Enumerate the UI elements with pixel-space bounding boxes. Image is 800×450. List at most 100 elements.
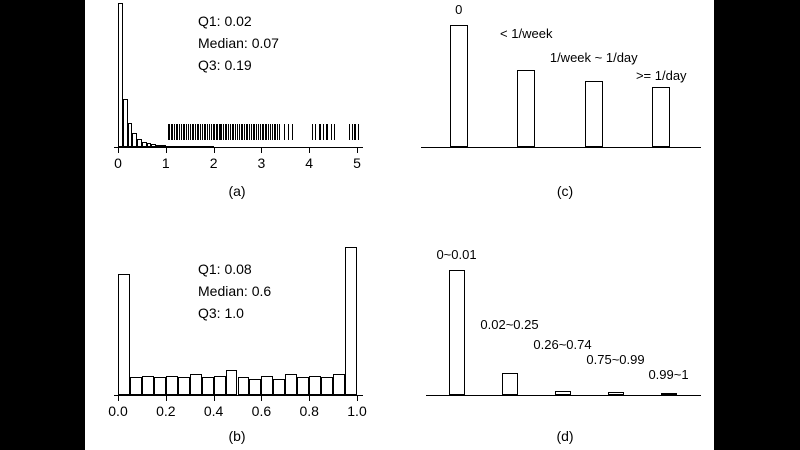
rug-tick bbox=[180, 124, 182, 140]
right-letterbox bbox=[714, 0, 800, 450]
histogram-bin bbox=[118, 3, 123, 147]
rug-tick bbox=[241, 124, 243, 140]
rug-tick bbox=[216, 124, 218, 140]
histogram-bin bbox=[175, 146, 181, 148]
histogram-bin bbox=[170, 145, 176, 148]
rug-tick bbox=[318, 124, 320, 140]
x-axis-tick bbox=[261, 396, 263, 401]
histogram-bin bbox=[146, 143, 152, 147]
bar bbox=[554, 390, 571, 395]
histogram-bin bbox=[184, 146, 190, 148]
histogram-bin bbox=[333, 374, 346, 395]
x-axis-tick bbox=[213, 396, 215, 401]
x-axis-line bbox=[421, 147, 701, 148]
rug-tick bbox=[183, 124, 185, 140]
rug-tick bbox=[287, 124, 289, 140]
rug-tick bbox=[357, 124, 359, 140]
rug-tick bbox=[291, 124, 293, 140]
rug-tick bbox=[220, 124, 222, 140]
bar-category-label: 0.75~0.99 bbox=[586, 351, 645, 367]
x-axis-tick-label: 0.6 bbox=[251, 403, 272, 419]
rug-tick bbox=[230, 124, 232, 140]
bar bbox=[660, 393, 677, 396]
rug-tick bbox=[197, 124, 199, 140]
rug-tick bbox=[208, 124, 210, 140]
rug-tick bbox=[223, 124, 225, 140]
x-axis-line bbox=[114, 395, 363, 396]
rug-tick bbox=[334, 124, 336, 140]
x-axis-tick bbox=[213, 148, 215, 153]
rug-tick bbox=[232, 124, 234, 140]
histogram-bin bbox=[165, 145, 171, 148]
bar-category-label: >= 1/day bbox=[635, 67, 687, 83]
rug-tick bbox=[311, 124, 313, 140]
histogram-bin bbox=[189, 146, 195, 148]
rug-tick bbox=[206, 124, 208, 140]
histogram-bin bbox=[249, 378, 262, 395]
rug-tick bbox=[183, 124, 185, 140]
histogram-bin bbox=[225, 369, 238, 395]
rug-tick bbox=[257, 124, 259, 140]
histogram-bin bbox=[208, 146, 214, 148]
rug-tick bbox=[202, 124, 204, 140]
rug-tick bbox=[229, 124, 231, 140]
rug-tick bbox=[171, 124, 173, 140]
histogram-bin bbox=[199, 146, 205, 148]
left-letterbox bbox=[0, 0, 85, 450]
histogram-bin bbox=[273, 378, 286, 395]
x-axis-tick-label: 5 bbox=[353, 155, 361, 171]
rug-tick bbox=[204, 124, 206, 140]
rug-tick bbox=[258, 124, 260, 140]
rug-tick bbox=[232, 124, 234, 140]
rug-tick bbox=[215, 124, 217, 140]
x-axis-tick-label: 0.4 bbox=[203, 403, 224, 419]
rug-tick bbox=[204, 124, 206, 140]
bar bbox=[652, 87, 671, 147]
rug-tick bbox=[253, 124, 255, 140]
x-axis-tick bbox=[165, 148, 167, 153]
rug-tick bbox=[167, 124, 169, 140]
rug-tick bbox=[187, 124, 189, 140]
x-axis-tick bbox=[309, 148, 311, 153]
rug-tick bbox=[194, 124, 196, 140]
histogram-bin bbox=[141, 375, 154, 395]
rug-tick bbox=[278, 124, 280, 140]
x-axis-line bbox=[426, 395, 701, 396]
rug-tick bbox=[248, 124, 250, 140]
rug-tick bbox=[193, 124, 195, 140]
x-axis-tick bbox=[261, 148, 263, 153]
bar bbox=[584, 81, 603, 147]
histogram-bin bbox=[285, 374, 298, 395]
rug-tick bbox=[274, 124, 276, 140]
panel-c-caption: (c) bbox=[556, 183, 574, 199]
rug-tick bbox=[213, 124, 215, 140]
rug-tick bbox=[327, 124, 329, 140]
annotation-q1: Q1: 0.02 bbox=[198, 13, 252, 29]
rug-tick bbox=[255, 124, 257, 140]
panel-b-caption: (b) bbox=[228, 428, 246, 444]
rug-tick bbox=[315, 124, 317, 140]
bar-category-label: 0.99~1 bbox=[648, 366, 689, 382]
rug-tick bbox=[249, 124, 251, 140]
bar bbox=[449, 25, 468, 147]
rug-tick bbox=[330, 124, 332, 140]
x-axis-tick bbox=[118, 396, 119, 401]
histogram-bin bbox=[213, 375, 226, 395]
histogram-bin bbox=[321, 377, 334, 395]
rug-tick bbox=[355, 124, 357, 140]
rug-tick bbox=[199, 124, 201, 140]
annotation-median: Median: 0.07 bbox=[198, 35, 279, 51]
bar-category-label: 0~0.01 bbox=[436, 246, 477, 262]
histogram-bin bbox=[180, 146, 185, 148]
histogram-bin bbox=[118, 273, 130, 395]
rug-tick bbox=[209, 124, 211, 140]
rug-tick bbox=[272, 124, 274, 140]
histogram-bin bbox=[237, 377, 250, 395]
rug-tick bbox=[269, 124, 271, 140]
rug-tick bbox=[234, 124, 236, 140]
histogram-bin bbox=[309, 375, 322, 395]
rug-tick bbox=[260, 124, 262, 140]
rug-tick bbox=[213, 124, 215, 140]
panel-a-caption: (a) bbox=[228, 183, 246, 199]
